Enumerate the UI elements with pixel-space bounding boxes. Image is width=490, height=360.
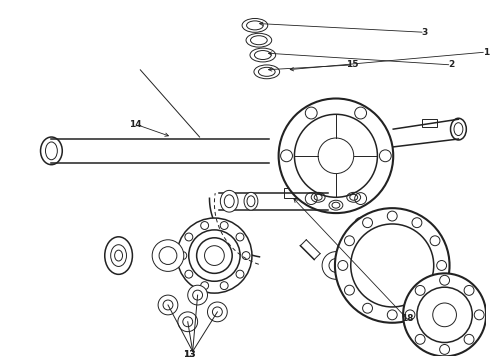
Circle shape: [236, 270, 244, 278]
Circle shape: [163, 300, 173, 310]
Circle shape: [201, 282, 209, 289]
Circle shape: [417, 287, 472, 342]
Ellipse shape: [358, 220, 367, 226]
Circle shape: [183, 317, 193, 327]
Circle shape: [201, 221, 209, 229]
Circle shape: [152, 240, 184, 271]
Circle shape: [177, 218, 252, 293]
Ellipse shape: [355, 217, 370, 229]
Circle shape: [185, 233, 193, 241]
Circle shape: [279, 99, 393, 213]
Circle shape: [185, 270, 193, 278]
Circle shape: [236, 233, 244, 241]
Ellipse shape: [115, 250, 122, 261]
Ellipse shape: [224, 195, 234, 208]
Circle shape: [207, 302, 227, 322]
Ellipse shape: [247, 196, 255, 207]
Text: 18: 18: [401, 314, 413, 323]
Ellipse shape: [105, 237, 132, 274]
Text: 14: 14: [129, 120, 142, 129]
Text: 2: 2: [448, 60, 455, 69]
Bar: [422, 119, 437, 127]
Ellipse shape: [244, 192, 258, 210]
Ellipse shape: [220, 190, 238, 212]
Circle shape: [204, 246, 224, 265]
Ellipse shape: [430, 281, 437, 288]
Circle shape: [351, 224, 434, 307]
Ellipse shape: [254, 65, 280, 79]
Ellipse shape: [111, 245, 126, 266]
Circle shape: [220, 282, 228, 289]
Text: 13: 13: [183, 350, 196, 359]
Circle shape: [189, 230, 240, 281]
Circle shape: [220, 221, 228, 229]
Text: 3: 3: [422, 28, 428, 37]
Ellipse shape: [250, 36, 267, 45]
Text: 1: 1: [483, 48, 489, 57]
Circle shape: [158, 295, 178, 315]
Ellipse shape: [242, 18, 268, 32]
Ellipse shape: [254, 50, 271, 59]
Circle shape: [242, 252, 250, 260]
Ellipse shape: [246, 33, 272, 47]
Ellipse shape: [250, 48, 276, 62]
Circle shape: [433, 303, 457, 327]
Circle shape: [322, 252, 350, 279]
Circle shape: [178, 312, 197, 332]
Ellipse shape: [246, 21, 263, 30]
Circle shape: [193, 290, 202, 300]
Circle shape: [294, 114, 377, 197]
Circle shape: [179, 252, 187, 260]
Bar: [284, 188, 301, 198]
Circle shape: [213, 307, 222, 317]
Circle shape: [159, 247, 177, 265]
Circle shape: [403, 273, 486, 356]
Ellipse shape: [428, 278, 440, 290]
Text: 15: 15: [346, 60, 359, 69]
Circle shape: [188, 285, 207, 305]
Circle shape: [329, 258, 343, 273]
Text: 13: 13: [183, 350, 196, 359]
Circle shape: [196, 238, 232, 273]
Circle shape: [335, 208, 449, 323]
Circle shape: [318, 138, 354, 174]
Ellipse shape: [258, 67, 275, 76]
